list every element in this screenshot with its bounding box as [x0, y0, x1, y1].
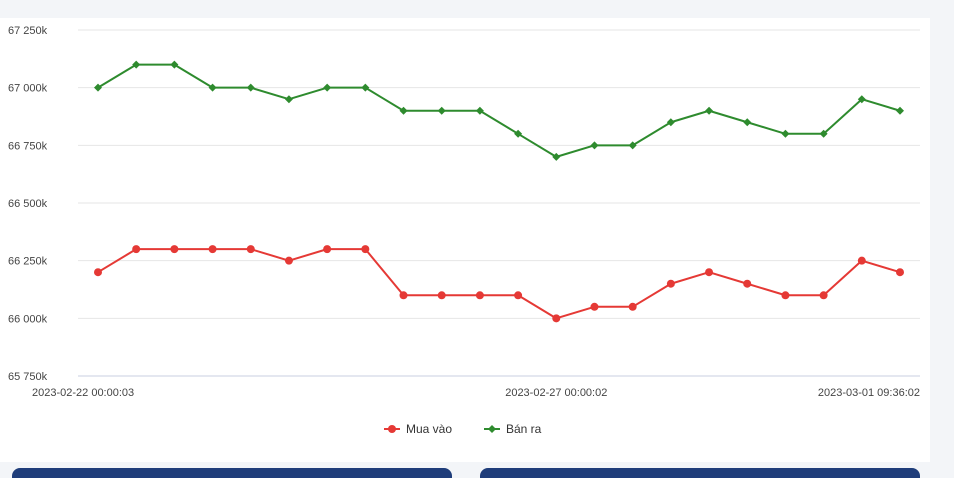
data-point: [552, 152, 561, 161]
x-tick-label: 2023-03-01 09:36:02: [818, 387, 920, 399]
data-point: [857, 256, 866, 265]
data-point: [628, 141, 637, 150]
x-axis-tick-labels: 2023-02-22 00:00:03 2023-02-27 00:00:02 20…: [32, 387, 920, 399]
data-point: [896, 106, 904, 115]
data-point: [743, 118, 752, 127]
data-point: [781, 129, 790, 138]
price-line-chart: 65 750k 66 000k 66 250k 66 500k 66 750k 67 00…: [8, 25, 920, 436]
data-point: [819, 291, 828, 300]
data-point: [94, 268, 102, 277]
data-point: [590, 302, 599, 311]
data-point: [399, 106, 408, 115]
legend-label: Bán ra: [506, 422, 542, 436]
data-point: [361, 245, 370, 254]
y-tick-label: 66 000k: [8, 313, 48, 325]
data-point: [819, 129, 828, 138]
legend-item-0: Mua vào: [384, 422, 452, 436]
bottom-panel-left: [12, 468, 452, 478]
data-point: [323, 83, 332, 92]
data-point: [705, 106, 714, 115]
y-tick-label: 67 000k: [8, 83, 48, 95]
legend: Mua vào Bán ra: [384, 422, 542, 436]
bottom-panel-right: [480, 468, 920, 478]
data-point: [896, 268, 904, 277]
legend-item-1: Bán ra: [484, 422, 542, 436]
y-tick-label: 66 500k: [8, 198, 48, 210]
data-point: [437, 106, 446, 115]
data-point: [170, 245, 179, 254]
legend-marker: [488, 425, 496, 433]
data-point: [705, 268, 714, 277]
data-point: [132, 245, 141, 254]
data-point: [246, 245, 255, 254]
data-point: [590, 141, 599, 150]
data-point: [399, 291, 408, 300]
data-point: [208, 83, 217, 92]
data-point: [475, 106, 484, 115]
data-point: [628, 302, 637, 311]
data-point: [132, 60, 141, 69]
data-point: [552, 314, 561, 323]
series-lines: [94, 60, 904, 323]
data-point: [361, 83, 370, 92]
data-point: [284, 95, 293, 104]
series-line-0: [97, 248, 901, 320]
data-point: [170, 60, 179, 69]
data-point: [284, 256, 293, 265]
data-point: [323, 245, 332, 254]
chart-card: 65 750k 66 000k 66 250k 66 500k 66 750k 67 00…: [0, 18, 930, 462]
legend-marker: [388, 425, 396, 433]
data-point: [743, 279, 752, 288]
x-tick-label: 2023-02-22 00:00:03: [32, 387, 134, 399]
x-tick-label: 2023-02-27 00:00:02: [505, 387, 607, 399]
data-point: [514, 291, 523, 300]
y-tick-label: 66 250k: [8, 256, 48, 268]
data-point: [475, 291, 484, 300]
data-point: [246, 83, 255, 92]
series-line-1: [97, 63, 901, 158]
data-point: [666, 279, 675, 288]
data-point: [781, 291, 790, 300]
legend-label: Mua vào: [406, 422, 452, 436]
data-point: [437, 291, 446, 300]
data-point: [94, 83, 102, 92]
y-tick-label: 66 750k: [8, 140, 48, 152]
data-point: [666, 118, 675, 127]
data-point: [208, 245, 217, 254]
y-tick-label: 67 250k: [8, 25, 48, 37]
data-point: [857, 95, 866, 104]
y-axis-tick-labels: 65 750k 66 000k 66 250k 66 500k 66 750k 67 00…: [8, 25, 48, 383]
data-point: [514, 129, 523, 138]
y-tick-label: 65 750k: [8, 371, 48, 383]
